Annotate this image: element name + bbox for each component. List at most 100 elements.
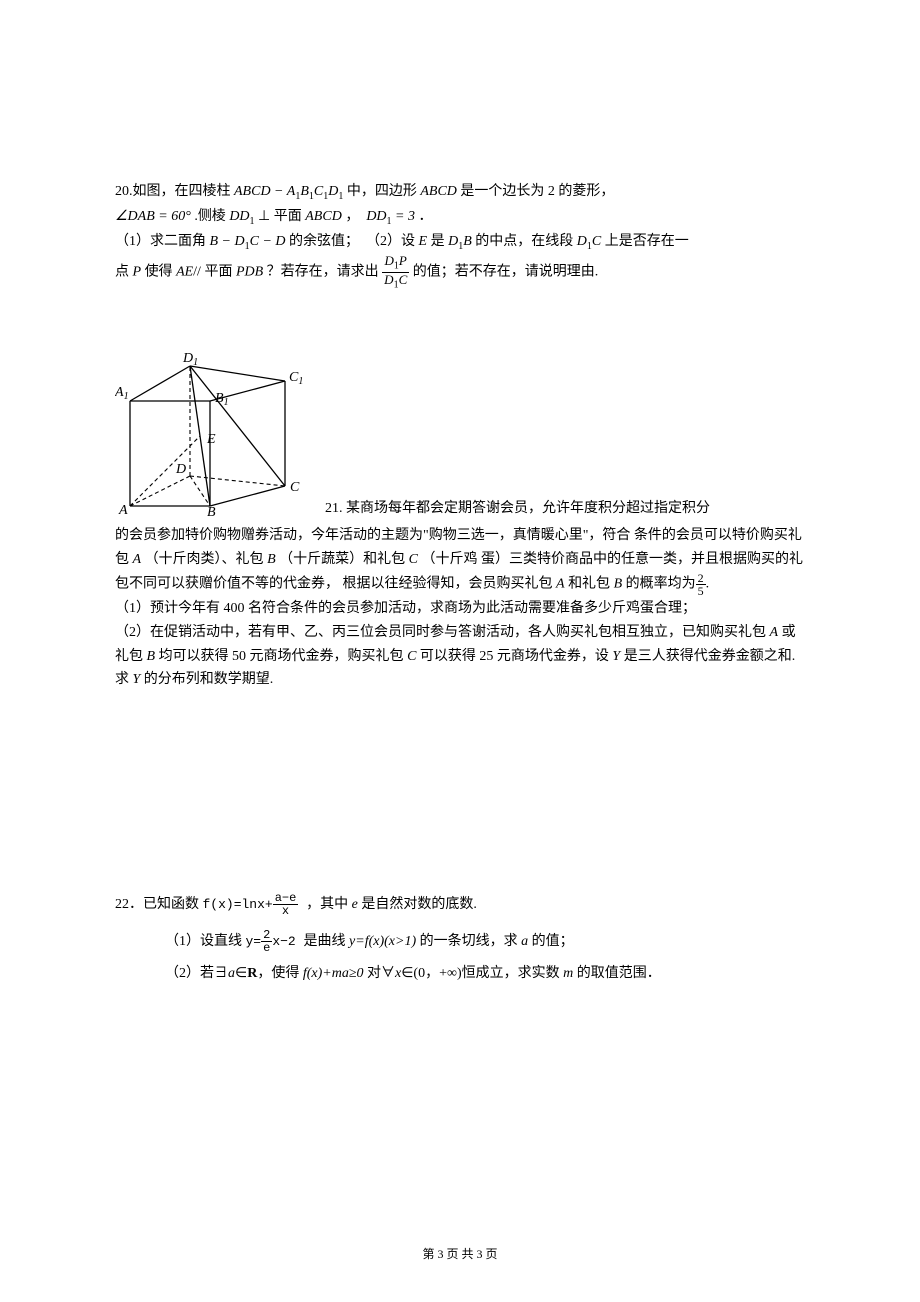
math: AE bbox=[176, 265, 193, 280]
denominator: 5 bbox=[696, 585, 706, 597]
math: B − D1C − D bbox=[210, 234, 286, 249]
lbl-D1: D1 bbox=[182, 351, 198, 368]
text: ，使得 bbox=[257, 966, 299, 981]
t: C − D bbox=[250, 234, 286, 249]
text: 均可以获得 50 元商场代金券，购买礼包 bbox=[159, 649, 404, 664]
text: 的余弦值； bbox=[289, 234, 359, 249]
math: B bbox=[147, 649, 156, 664]
lbl-A: A bbox=[118, 503, 128, 516]
text: （十斤鸡 bbox=[421, 552, 477, 567]
text: 和礼包 bbox=[568, 577, 610, 592]
lbl-C1: C1 bbox=[289, 370, 303, 387]
denominator: e bbox=[261, 942, 272, 954]
math: D1B bbox=[448, 234, 472, 249]
text: 平面 bbox=[274, 209, 302, 224]
text: 的会员参加特价购物赠券活动，今年活动的主题为"购物三选一，真情暖心里"，符合 bbox=[115, 528, 630, 543]
page-footer: 第 3 页 共 3 页 bbox=[0, 1244, 920, 1264]
question-20: 20.如图，在四棱柱 ABCD − A1B1C1D1 中，四边形 ABCD 是一… bbox=[115, 180, 805, 291]
prism-diagram: D1 C1 A1 B1 E D C A B bbox=[115, 346, 315, 516]
math: D1C bbox=[577, 234, 601, 249]
text: 恒成立，求实数 bbox=[462, 966, 560, 981]
spacer bbox=[115, 917, 805, 929]
math: A bbox=[770, 625, 779, 640]
text: // bbox=[193, 265, 201, 280]
text: （2）若 bbox=[165, 966, 214, 981]
s: 1 bbox=[338, 191, 343, 202]
math: m bbox=[563, 966, 573, 981]
t: P bbox=[399, 253, 407, 268]
text: ， bbox=[345, 209, 359, 224]
math: E bbox=[419, 234, 428, 249]
t: C bbox=[592, 234, 601, 249]
q22-number: 22． bbox=[115, 897, 143, 912]
q21-number: 21. bbox=[325, 501, 343, 516]
text: 中，四边形 bbox=[347, 184, 417, 199]
frac-ae-x: a−e x bbox=[273, 892, 299, 917]
spacer bbox=[115, 291, 805, 346]
math: Y bbox=[133, 672, 141, 687]
math: DD1 bbox=[229, 209, 254, 224]
math-line: y= 2 e x−2 bbox=[246, 934, 304, 949]
q21-part1: （1）预计今年有 400 名符合条件的会员参加活动，求商场为此活动需要准备多少斤… bbox=[115, 601, 696, 616]
math: ABCD bbox=[420, 184, 457, 199]
math: DD1 = 3 bbox=[366, 209, 415, 224]
text: . bbox=[706, 577, 710, 592]
math: ABCD bbox=[305, 209, 342, 224]
text: （1）求二面角 bbox=[115, 234, 206, 249]
text: 是曲线 bbox=[304, 934, 346, 949]
frac-d1p-d1c: D1P D1C bbox=[382, 254, 409, 290]
math: y=f(x)(x>1) bbox=[349, 934, 416, 949]
t: B bbox=[300, 184, 309, 199]
t: f(x)=lnx+ bbox=[203, 897, 273, 912]
text: 的取值范围． bbox=[577, 966, 661, 981]
text: 是 bbox=[431, 234, 445, 249]
text: 使得 bbox=[145, 265, 173, 280]
math: B bbox=[614, 577, 623, 592]
math: Y bbox=[612, 649, 620, 664]
t: D bbox=[448, 234, 458, 249]
lbl-A1: A1 bbox=[115, 385, 129, 402]
text: 如图，在四棱柱 bbox=[133, 184, 231, 199]
q20-figure: D1 C1 A1 B1 E D C A B bbox=[115, 346, 315, 525]
text: ，其中 bbox=[306, 897, 348, 912]
text: （1）设直线 bbox=[165, 934, 242, 949]
text: .侧棱 bbox=[194, 209, 226, 224]
t: B bbox=[463, 234, 472, 249]
s: 1 bbox=[250, 216, 255, 227]
t: D bbox=[328, 184, 338, 199]
t: C bbox=[314, 184, 323, 199]
math-prism: ABCD − A1B1C1D1 bbox=[234, 184, 347, 199]
q20-number: 20. bbox=[115, 184, 133, 199]
frac-2-e: 2 e bbox=[261, 929, 272, 954]
text: ⊥ bbox=[258, 209, 274, 224]
text: 平面 bbox=[204, 265, 232, 280]
figure-and-q21-intro: D1 C1 A1 B1 E D C A B 21. 某商场每年都会定期答谢会员，… bbox=[115, 346, 805, 525]
text: 对 bbox=[367, 966, 381, 981]
text: 的分布列和数学期望. bbox=[144, 672, 274, 687]
text: ． bbox=[419, 209, 433, 224]
q21-first-line: 21. 某商场每年都会定期答谢会员，允许年度积分超过指定积分 bbox=[315, 497, 710, 525]
math: C bbox=[407, 649, 416, 664]
lbl-B: B bbox=[207, 505, 216, 516]
spacer bbox=[115, 692, 805, 892]
math: PDB bbox=[236, 265, 263, 280]
t: B − D bbox=[210, 234, 245, 249]
math: A bbox=[133, 552, 142, 567]
text: 已知函数 bbox=[143, 897, 199, 912]
t: D bbox=[385, 253, 394, 268]
text: 上是否存在一 bbox=[605, 234, 689, 249]
t: DD bbox=[366, 209, 386, 224]
text: （十斤肉类）、礼包 bbox=[145, 552, 264, 567]
text: 是一个边长为 2 的菱形， bbox=[460, 184, 614, 199]
question-21-body: 的会员参加特价购物赠券活动，今年活动的主题为"购物三选一，真情暖心里"，符合 条… bbox=[115, 524, 805, 692]
numerator: D1P bbox=[382, 254, 409, 273]
q22-part2: （2）若∃a∈R，使得 f(x)+ma≥0 对∀x∈(0，+∞)恒成立，求实数 … bbox=[115, 962, 805, 986]
math: B bbox=[267, 552, 276, 567]
t: C bbox=[399, 272, 408, 287]
text: 根据以往经验得知，会员购买礼包 bbox=[343, 577, 553, 592]
math: f(x)+ma≥0 bbox=[303, 966, 364, 981]
lbl-D: D bbox=[175, 462, 186, 477]
text: （2）设 bbox=[366, 234, 415, 249]
t: D bbox=[384, 272, 393, 287]
denominator: x bbox=[273, 905, 299, 917]
